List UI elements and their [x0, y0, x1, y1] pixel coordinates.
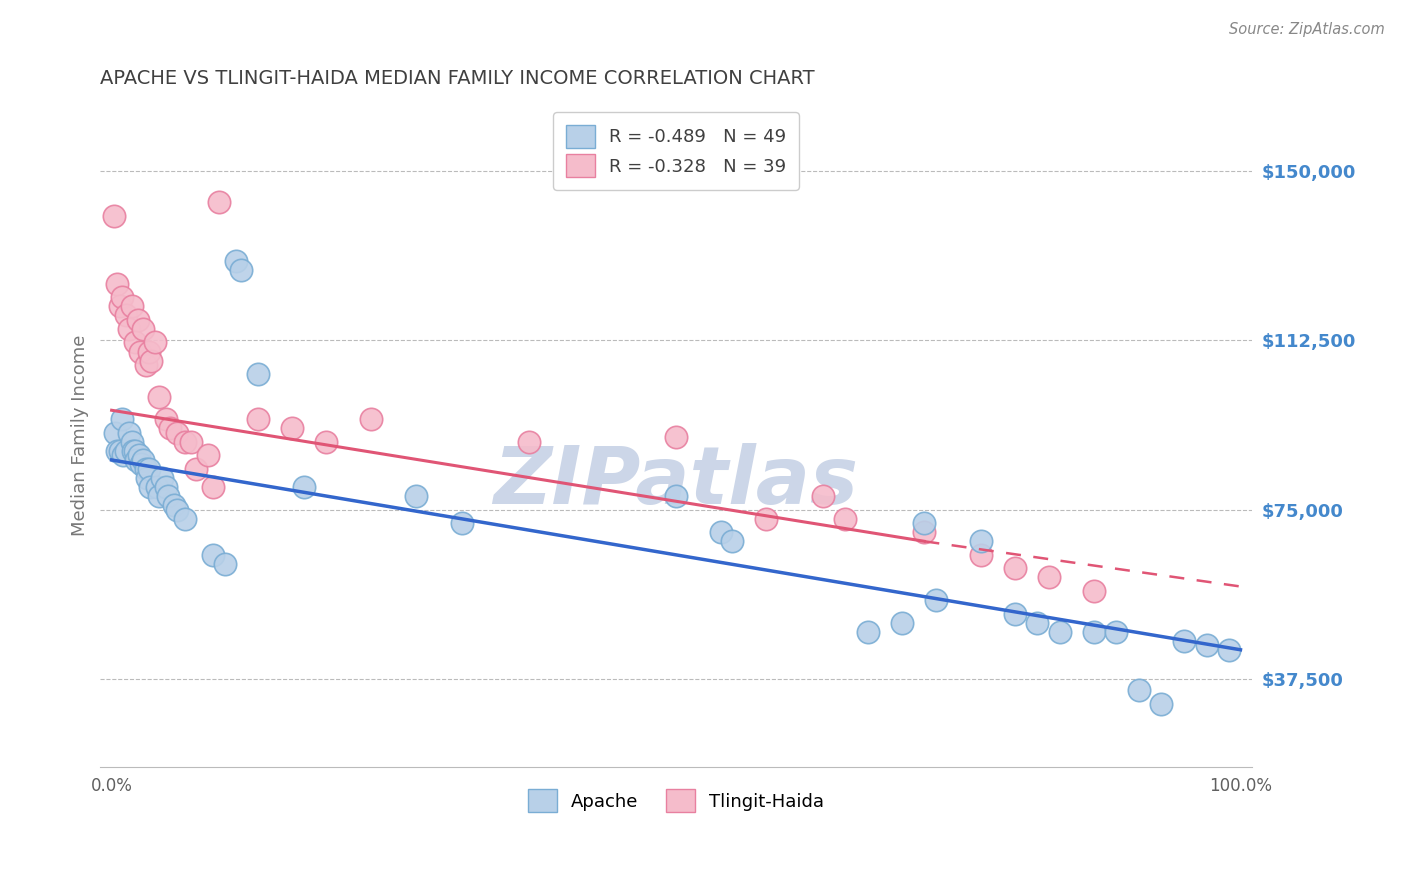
Point: [127, 313, 149, 327]
Point: [890, 615, 912, 630]
Point: [755, 512, 778, 526]
Point: [135, 471, 157, 485]
Point: [157, 489, 180, 503]
Point: [143, 335, 166, 350]
Point: [111, 449, 134, 463]
Point: [111, 290, 134, 304]
Point: [1026, 615, 1049, 630]
Point: [1105, 624, 1128, 639]
Point: [202, 548, 225, 562]
Point: [128, 344, 150, 359]
Point: [292, 480, 315, 494]
Point: [134, 462, 156, 476]
Point: [121, 299, 143, 313]
Point: [125, 453, 148, 467]
Point: [105, 444, 128, 458]
Point: [174, 434, 197, 449]
Point: [811, 489, 834, 503]
Point: [115, 309, 138, 323]
Point: [970, 548, 993, 562]
Point: [1128, 683, 1150, 698]
Point: [1218, 642, 1240, 657]
Point: [138, 462, 160, 476]
Point: [247, 367, 270, 381]
Point: [134, 358, 156, 372]
Point: [405, 489, 427, 503]
Text: Source: ZipAtlas.com: Source: ZipAtlas.com: [1229, 22, 1385, 37]
Point: [834, 512, 856, 526]
Text: ZIPatlas: ZIPatlas: [494, 442, 859, 521]
Point: [105, 277, 128, 291]
Point: [111, 412, 134, 426]
Point: [1004, 561, 1026, 575]
Point: [315, 434, 337, 449]
Point: [186, 462, 208, 476]
Point: [1083, 624, 1105, 639]
Point: [174, 512, 197, 526]
Point: [155, 412, 177, 426]
Point: [139, 480, 162, 494]
Point: [970, 534, 993, 549]
Point: [152, 471, 174, 485]
Point: [132, 322, 155, 336]
Point: [103, 209, 125, 223]
Point: [225, 254, 247, 268]
Point: [1083, 584, 1105, 599]
Point: [281, 421, 304, 435]
Point: [166, 502, 188, 516]
Point: [155, 480, 177, 494]
Point: [148, 489, 170, 503]
Point: [856, 624, 879, 639]
Point: [1038, 570, 1060, 584]
Point: [721, 534, 744, 549]
Point: [146, 480, 169, 494]
Point: [121, 434, 143, 449]
Point: [517, 434, 540, 449]
Point: [360, 412, 382, 426]
Point: [450, 516, 472, 531]
Point: [104, 425, 127, 440]
Point: [214, 557, 236, 571]
Text: APACHE VS TLINGIT-HAIDA MEDIAN FAMILY INCOME CORRELATION CHART: APACHE VS TLINGIT-HAIDA MEDIAN FAMILY IN…: [100, 69, 815, 87]
Point: [117, 322, 139, 336]
Point: [124, 444, 146, 458]
Point: [1049, 624, 1071, 639]
Point: [180, 434, 202, 449]
Point: [122, 444, 145, 458]
Point: [231, 263, 253, 277]
Point: [166, 425, 188, 440]
Point: [124, 335, 146, 350]
Point: [128, 449, 150, 463]
Point: [912, 525, 935, 540]
Point: [665, 489, 688, 503]
Point: [912, 516, 935, 531]
Point: [665, 430, 688, 444]
Point: [159, 421, 181, 435]
Point: [129, 458, 152, 472]
Point: [148, 390, 170, 404]
Point: [132, 453, 155, 467]
Point: [117, 425, 139, 440]
Point: [138, 344, 160, 359]
Point: [1173, 633, 1195, 648]
Point: [1195, 638, 1218, 652]
Point: [208, 195, 231, 210]
Point: [1004, 607, 1026, 621]
Point: [108, 299, 131, 313]
Y-axis label: Median Family Income: Median Family Income: [72, 334, 89, 536]
Point: [115, 444, 138, 458]
Point: [924, 593, 946, 607]
Point: [247, 412, 270, 426]
Legend: Apache, Tlingit-Haida: Apache, Tlingit-Haida: [519, 780, 834, 822]
Point: [141, 353, 163, 368]
Point: [710, 525, 733, 540]
Point: [1150, 697, 1173, 711]
Point: [202, 480, 225, 494]
Point: [163, 498, 186, 512]
Point: [108, 444, 131, 458]
Point: [197, 449, 219, 463]
